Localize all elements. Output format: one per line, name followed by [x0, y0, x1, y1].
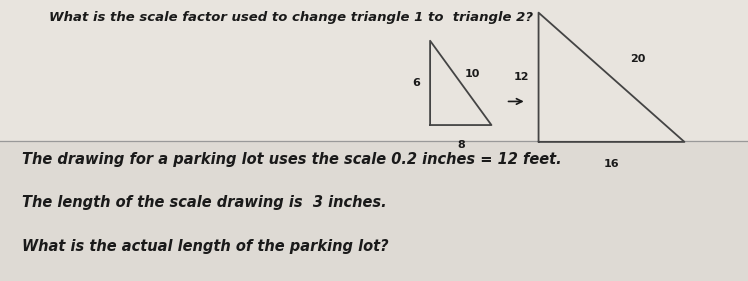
Text: 12: 12 — [513, 72, 529, 82]
Text: 16: 16 — [604, 159, 619, 169]
Text: What is the scale factor used to change triangle 1 to  triangle 2?: What is the scale factor used to change … — [49, 11, 533, 24]
Bar — [0, 0, 748, 140]
Text: The drawing for a parking lot uses the scale 0.2 inches = 12 feet.: The drawing for a parking lot uses the s… — [22, 152, 562, 167]
Text: The length of the scale drawing is  3 inches.: The length of the scale drawing is 3 inc… — [22, 195, 387, 210]
Text: 20: 20 — [630, 54, 646, 64]
Text: 6: 6 — [412, 78, 420, 88]
Text: 10: 10 — [465, 69, 480, 79]
Bar — [0, 140, 748, 281]
Text: What is the actual length of the parking lot?: What is the actual length of the parking… — [22, 239, 389, 254]
Text: 8: 8 — [457, 140, 465, 151]
